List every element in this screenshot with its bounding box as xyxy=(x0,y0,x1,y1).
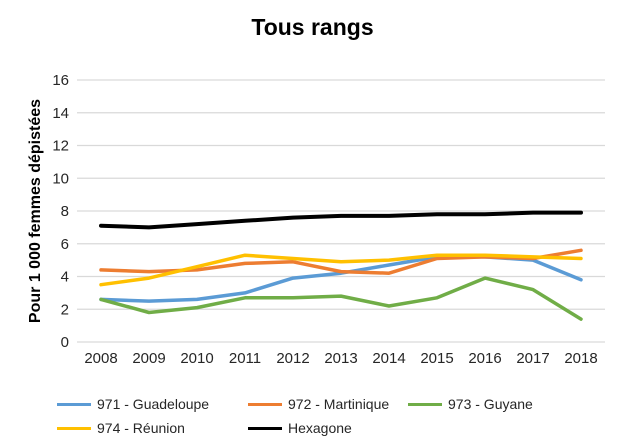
y-axis-tick-label: 10 xyxy=(52,170,69,187)
x-axis-tick-label: 2015 xyxy=(420,350,453,367)
x-axis-tick-label: 2011 xyxy=(229,350,261,367)
series-line-973-guyane xyxy=(99,276,583,321)
y-axis-tick-label: 16 xyxy=(52,72,69,89)
x-axis-tick-label: 2012 xyxy=(276,350,309,367)
y-axis-tick-label: 0 xyxy=(61,334,69,351)
x-axis-tick-label: 2013 xyxy=(324,350,357,367)
x-axis-tick-label: 2010 xyxy=(180,350,213,367)
y-axis-tick-label: 14 xyxy=(52,105,69,122)
y-axis-tick-label: 8 xyxy=(61,203,69,220)
y-axis-tick-label: 6 xyxy=(61,236,69,253)
series-line-hexagone xyxy=(99,210,583,230)
x-axis-tick-label: 2017 xyxy=(516,350,549,367)
x-axis-tick-label: 2008 xyxy=(84,350,117,367)
y-axis-tick-label: 4 xyxy=(61,269,69,286)
y-axis-tick-label: 12 xyxy=(52,138,69,155)
x-axis-tick-label: 2018 xyxy=(564,350,597,367)
x-axis-tick-label: 2016 xyxy=(468,350,501,367)
x-axis-tick-label: 2014 xyxy=(372,350,405,367)
chart-title: Tous rangs xyxy=(251,14,374,40)
x-axis-tick-label: 2009 xyxy=(132,350,165,367)
y-axis-tick-label: 2 xyxy=(61,301,69,318)
series-line-974-r-union xyxy=(99,253,583,287)
